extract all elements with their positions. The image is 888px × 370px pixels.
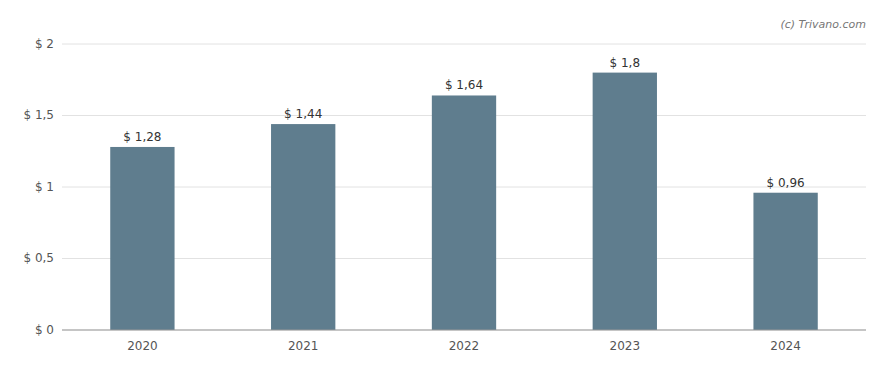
bar xyxy=(753,193,817,330)
chart-container: $ 0 $ 0,5 $ 1 $ 1,5 $ 2 2020 2021 2022 2023 2024 $… xyxy=(0,0,888,370)
data-labels: $ 1,28 $ 1,44 $ 1,64 $ 1,8 $ 0,96 xyxy=(123,56,804,190)
bar xyxy=(110,147,174,330)
annotation: (c) Trivano.com xyxy=(780,18,866,31)
bar xyxy=(432,95,496,330)
data-label: $ 1,44 xyxy=(284,107,322,121)
bars xyxy=(110,73,818,330)
data-label: $ 1,28 xyxy=(123,130,161,144)
chart-svg: $ 0 $ 0,5 $ 1 $ 1,5 $ 2 2020 2021 2022 2023 2024 $… xyxy=(0,0,888,370)
x-tick-label: 2023 xyxy=(610,339,641,353)
y-tick-label: $ 1,5 xyxy=(23,108,54,122)
grid-line xyxy=(62,330,866,331)
x-tick-label: 2020 xyxy=(127,339,158,353)
y-tick-label: $ 2 xyxy=(35,37,54,51)
data-label: $ 1,64 xyxy=(445,78,483,92)
x-tick-labels: 2020 2021 2022 2023 2024 xyxy=(127,339,801,353)
y-tick-label: $ 0,5 xyxy=(23,251,54,265)
x-tick-label: 2021 xyxy=(288,339,319,353)
y-tick-label: $ 1 xyxy=(35,180,54,194)
bar xyxy=(593,73,657,330)
bar xyxy=(271,124,335,330)
y-tick-label: $ 0 xyxy=(35,323,54,337)
y-tick-labels: $ 0 $ 0,5 $ 1 $ 1,5 $ 2 xyxy=(23,37,54,337)
x-tick-label: 2022 xyxy=(449,339,480,353)
x-axis-line xyxy=(62,330,866,331)
data-label: $ 1,8 xyxy=(610,56,641,70)
grid-line xyxy=(62,44,866,45)
x-tick-label: 2024 xyxy=(770,339,801,353)
data-label: $ 0,96 xyxy=(767,176,805,190)
grid xyxy=(62,44,866,330)
